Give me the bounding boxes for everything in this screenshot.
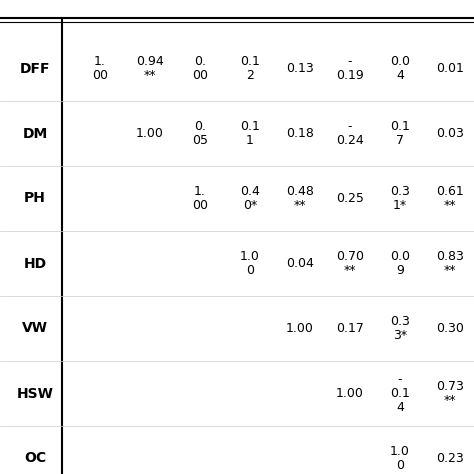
Text: 0.30: 0.30 bbox=[436, 322, 464, 335]
Text: 0.3
3*: 0.3 3* bbox=[390, 315, 410, 342]
Text: 1.0
0: 1.0 0 bbox=[390, 445, 410, 472]
Text: 0.25: 0.25 bbox=[336, 192, 364, 205]
Text: 0.70
**: 0.70 ** bbox=[336, 250, 364, 277]
Text: 0.3
1*: 0.3 1* bbox=[390, 185, 410, 212]
Text: 0.04: 0.04 bbox=[286, 257, 314, 270]
Text: 0.01: 0.01 bbox=[436, 62, 464, 75]
Text: -
0.24: - 0.24 bbox=[336, 120, 364, 147]
Text: DFF: DFF bbox=[20, 62, 50, 75]
Text: 0.1
1: 0.1 1 bbox=[240, 120, 260, 147]
Text: 0.18: 0.18 bbox=[286, 127, 314, 140]
Text: 0.1
7: 0.1 7 bbox=[390, 120, 410, 147]
Text: 0.0
4: 0.0 4 bbox=[390, 55, 410, 82]
Text: 1.00: 1.00 bbox=[136, 127, 164, 140]
Text: 0.1
2: 0.1 2 bbox=[240, 55, 260, 82]
Text: 0.94
**: 0.94 ** bbox=[136, 55, 164, 82]
Text: 0.4
0*: 0.4 0* bbox=[240, 185, 260, 212]
Text: 0.73
**: 0.73 ** bbox=[436, 380, 464, 407]
Text: DM: DM bbox=[22, 127, 47, 140]
Text: 0.0
9: 0.0 9 bbox=[390, 250, 410, 277]
Text: VW: VW bbox=[22, 321, 48, 336]
Text: 0.
05: 0. 05 bbox=[192, 120, 208, 147]
Text: 1.
00: 1. 00 bbox=[92, 55, 108, 82]
Text: 0.03: 0.03 bbox=[436, 127, 464, 140]
Text: 0.13: 0.13 bbox=[286, 62, 314, 75]
Text: OC: OC bbox=[24, 452, 46, 465]
Text: -
0.1
4: - 0.1 4 bbox=[390, 373, 410, 414]
Text: 1.0
0: 1.0 0 bbox=[240, 250, 260, 277]
Text: 0.61
**: 0.61 ** bbox=[436, 185, 464, 212]
Text: 1.00: 1.00 bbox=[286, 322, 314, 335]
Text: 1.00: 1.00 bbox=[336, 387, 364, 400]
Text: HD: HD bbox=[23, 256, 46, 271]
Text: PH: PH bbox=[24, 191, 46, 206]
Text: 0.
00: 0. 00 bbox=[192, 55, 208, 82]
Text: 1.
00: 1. 00 bbox=[192, 185, 208, 212]
Text: HSW: HSW bbox=[17, 386, 54, 401]
Text: 0.48
**: 0.48 ** bbox=[286, 185, 314, 212]
Text: -
0.19: - 0.19 bbox=[336, 55, 364, 82]
Text: 0.83
**: 0.83 ** bbox=[436, 250, 464, 277]
Text: 0.23: 0.23 bbox=[436, 452, 464, 465]
Text: 0.17: 0.17 bbox=[336, 322, 364, 335]
